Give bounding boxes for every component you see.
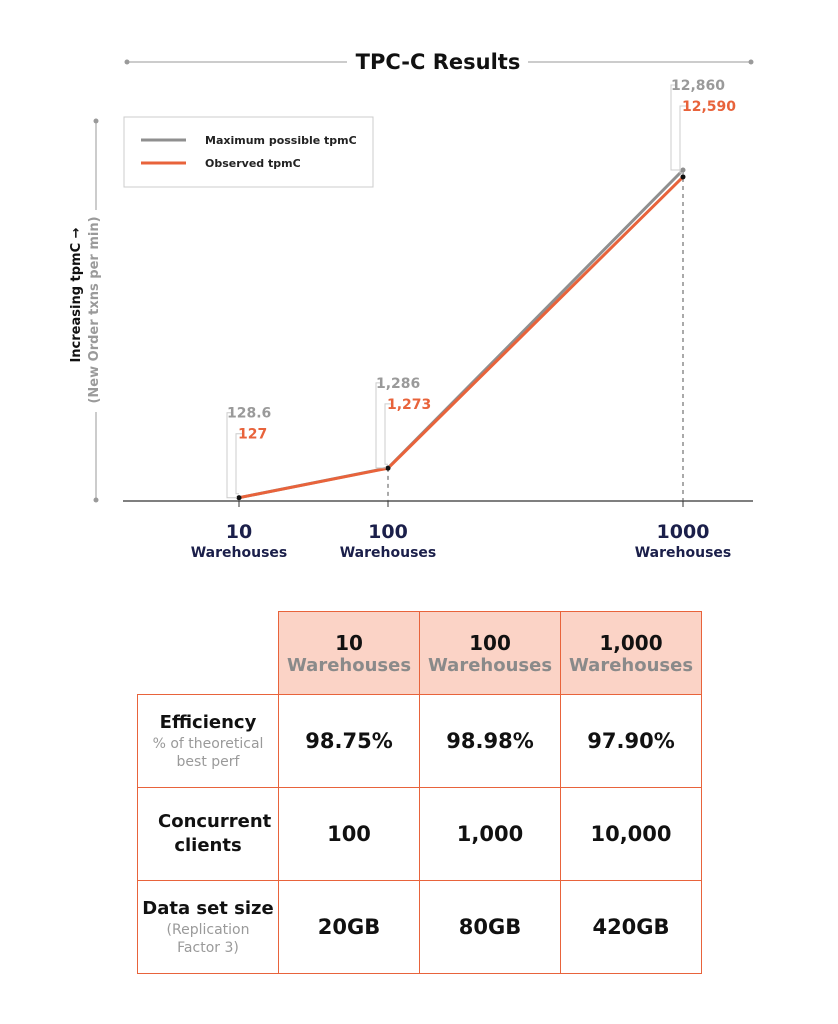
table-cell: 97.90% [560, 694, 702, 788]
table-cell: 98.75% [278, 694, 420, 788]
y-rule-bottom-dot [93, 497, 99, 503]
row-label: Efficiency [159, 712, 257, 733]
y-axis-sublabel: (New Order txns per min) [87, 216, 102, 403]
chart-title-group: TPC-C Results [124, 50, 754, 74]
y-axis-group: Increasing tpmC → (New Order txns per mi… [69, 118, 102, 503]
row-label-cell: Concurrent clients [137, 787, 279, 881]
col-header-unit: Warehouses [427, 654, 553, 676]
table-header-row: 10 Warehouses 100 Warehouses 1,000 Wareh… [138, 611, 702, 695]
x-tick-label: 10 [226, 521, 252, 543]
table-cell: 1,000 [419, 787, 561, 881]
row-label: Concurrent clients [158, 811, 272, 856]
table-col-header: 1,000 Warehouses [560, 611, 702, 695]
col-header-count: 10 [335, 630, 363, 655]
table-row-data-set-size: Data set size (Replication Factor 3) 20G… [137, 880, 702, 974]
table-row-concurrent-clients: Concurrent clients 100 1,000 10,000 [137, 787, 702, 881]
data-label-max: 12,860 [671, 78, 725, 94]
data-label-observed: 12,590 [682, 99, 736, 115]
table-col-header: 10 Warehouses [278, 611, 420, 695]
table-col-header: 100 Warehouses [419, 611, 561, 695]
callout-bracket-observed [384, 403, 392, 465]
title-rule-right-dot [748, 59, 754, 65]
legend-label-observed: Observed tpmC [205, 157, 301, 170]
data-label-observed: 127 [238, 427, 267, 443]
tpcc-chart: TPC-C Results Increasing tpmC → (New Ord… [69, 50, 754, 561]
table-cell: 420GB [560, 880, 702, 974]
col-header-unit: Warehouses [286, 654, 412, 676]
callout-bracket-observed [235, 433, 243, 495]
data-label-observed: 1,273 [387, 397, 431, 413]
table-cell: 98.98% [419, 694, 561, 788]
chart-title: TPC-C Results [356, 50, 521, 74]
callout-bracket-max [375, 382, 386, 469]
row-sublabel: (Replication Factor 3) [166, 922, 250, 956]
plot-area: 128.6 127 1,286 1,273 12,860 12,590 10 Warehous… [191, 78, 737, 561]
x-tick-sublabel: Warehouses [635, 545, 732, 561]
x-tick-sublabel: Warehouses [340, 545, 437, 561]
point-observed [236, 495, 242, 501]
legend: Maximum possible tpmC Observed tpmC [123, 116, 374, 188]
table-corner [138, 612, 279, 695]
title-rule-left-dot [124, 59, 130, 65]
x-tick-label: 100 [368, 521, 408, 543]
row-label-cell: Data set size (Replication Factor 3) [137, 880, 279, 974]
table-row-efficiency: Efficiency % of theoretical best perf 98… [137, 694, 702, 788]
table-cell: 100 [278, 787, 420, 881]
col-header-count: 100 [469, 630, 511, 655]
x-tick-sublabel: Warehouses [191, 545, 288, 561]
table-cell: 10,000 [560, 787, 702, 881]
row-label-cell: Efficiency % of theoretical best perf [137, 694, 279, 788]
row-label: Data set size [142, 898, 274, 919]
y-axis-label: Increasing tpmC → [69, 227, 84, 362]
col-header-count: 1,000 [599, 630, 663, 655]
col-header-unit: Warehouses [568, 654, 694, 676]
legend-box [123, 116, 374, 188]
callout-bracket-max [226, 412, 237, 499]
series-line-maximum-possible-tpmc [238, 168, 685, 500]
callout-bracket-max [670, 84, 681, 171]
callout-bracket-observed [679, 105, 687, 174]
row-sublabel: % of theoretical best perf [152, 736, 264, 770]
series-line-observed-tpmc [238, 175, 685, 500]
point-max [680, 167, 686, 173]
table-cell: 80GB [419, 880, 561, 974]
data-label-max: 128.6 [227, 406, 271, 422]
legend-label-max: Maximum possible tpmC [205, 134, 357, 147]
point-observed [385, 465, 391, 471]
data-label-max: 1,286 [376, 376, 420, 392]
point-observed [680, 174, 686, 180]
results-table: 10 Warehouses 100 Warehouses 1,000 Wareh… [137, 611, 702, 974]
y-rule-top-dot [93, 118, 99, 124]
x-tick-label: 1000 [657, 521, 710, 543]
table-cell: 20GB [278, 880, 420, 974]
